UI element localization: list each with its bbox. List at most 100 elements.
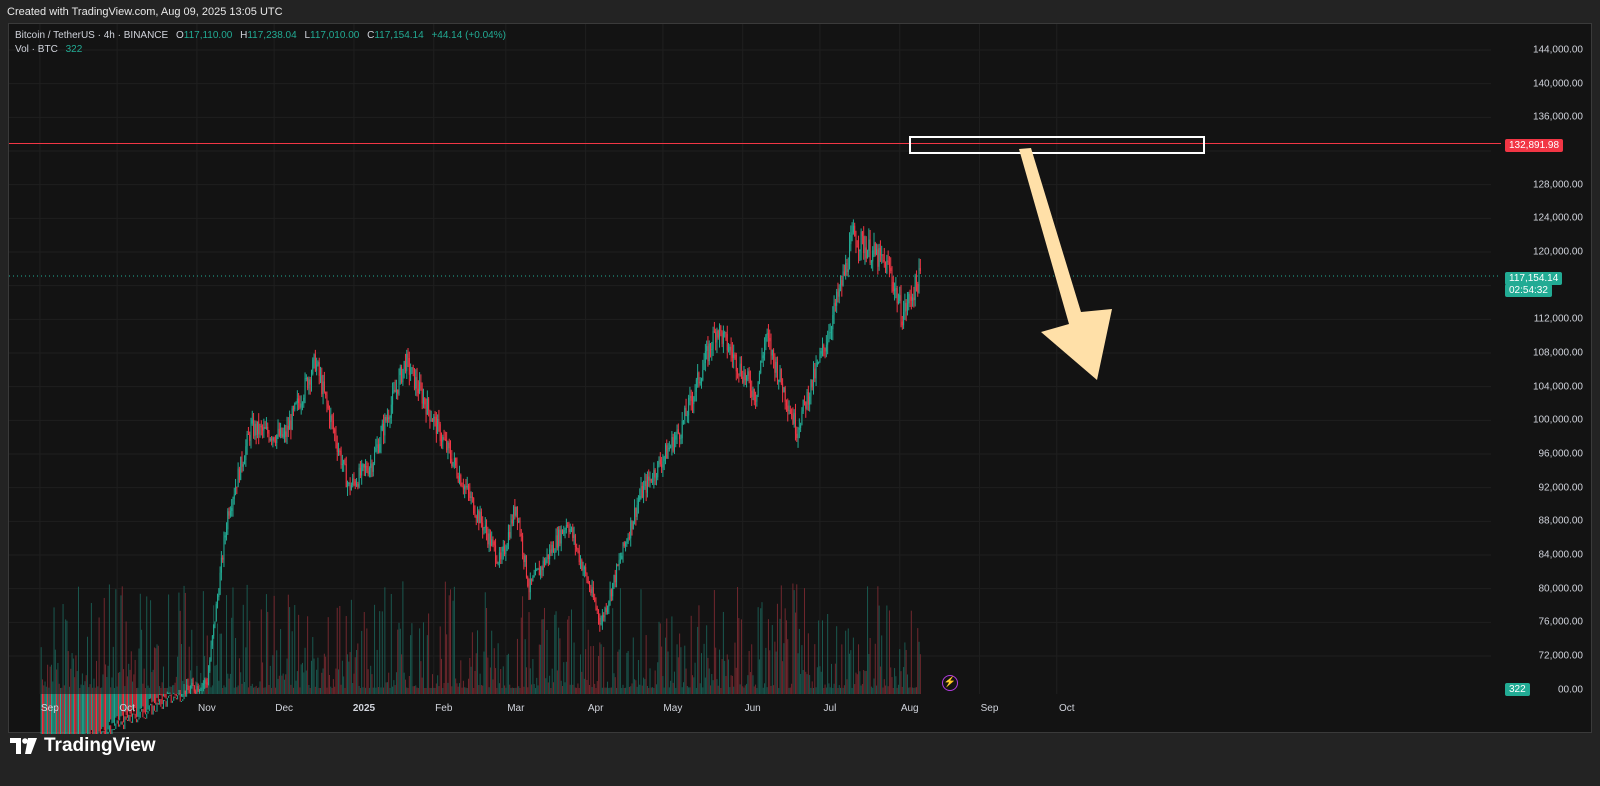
candle-body xyxy=(524,555,526,563)
volume-bar xyxy=(156,644,158,694)
candle-body xyxy=(399,367,401,376)
volume-legend[interactable]: Vol · BTC 322 xyxy=(15,44,87,55)
candle-body xyxy=(296,398,298,403)
high-value: 117,238.04 xyxy=(247,30,297,41)
candle-body xyxy=(452,461,454,466)
volume-bar xyxy=(108,584,110,694)
candle-body xyxy=(440,441,442,443)
volume-bar xyxy=(784,608,786,694)
candle-body xyxy=(232,498,234,508)
symbol-legend[interactable]: Bitcoin / TetherUS · 4h · BINANCE O117,1… xyxy=(15,30,511,41)
last-price-tag: 117,154.14 xyxy=(1505,272,1563,285)
candle-body xyxy=(892,282,894,292)
candle-body xyxy=(433,416,435,422)
volume-bar xyxy=(744,685,746,694)
candle-body xyxy=(912,297,914,301)
volume-bar xyxy=(184,592,186,694)
candle-body xyxy=(573,535,575,538)
lightning-icon[interactable]: ⚡ xyxy=(942,675,958,691)
candle-body xyxy=(744,372,746,381)
candle-body xyxy=(438,418,440,425)
volume-bar xyxy=(87,636,89,694)
volume-bar xyxy=(148,687,150,694)
volume-bar xyxy=(686,686,688,694)
candle-body xyxy=(731,352,733,358)
candle-body xyxy=(886,260,888,273)
candle-body xyxy=(843,271,845,276)
candle-body xyxy=(590,589,592,593)
candle-body xyxy=(219,572,221,595)
volume-bar xyxy=(903,667,905,694)
candle-body xyxy=(327,403,329,409)
candle-body xyxy=(770,341,772,356)
close-label: C xyxy=(367,30,375,41)
candle-body xyxy=(829,332,831,334)
volume-bar xyxy=(900,671,902,694)
volume-bar xyxy=(858,644,860,694)
candle-body xyxy=(540,567,542,576)
volume-bar xyxy=(200,673,202,694)
volume-bar xyxy=(187,687,189,694)
candle-body xyxy=(362,464,364,466)
candle-body xyxy=(664,445,666,457)
candle-body xyxy=(319,375,321,377)
candle-body xyxy=(233,494,235,499)
candle-body xyxy=(903,312,905,326)
candle-body xyxy=(818,361,820,363)
volume-bar xyxy=(855,672,857,694)
candle-body xyxy=(450,448,452,459)
volume-bar xyxy=(103,597,105,694)
candle-body xyxy=(125,716,127,720)
volume-label[interactable]: Vol · BTC xyxy=(15,44,58,55)
candle-body xyxy=(434,416,436,418)
volume-bar xyxy=(644,679,646,694)
price-axis-label: 124,000.00 xyxy=(1532,212,1583,224)
volume-bar xyxy=(845,630,847,694)
candle-body xyxy=(684,407,686,421)
volume-bar xyxy=(210,687,212,694)
candle-body xyxy=(574,535,576,547)
candle-body xyxy=(330,415,332,423)
candle-body xyxy=(406,353,408,372)
volume-bar xyxy=(605,687,607,694)
candle-body xyxy=(195,691,197,694)
volume-bar xyxy=(408,676,410,694)
volume-bar xyxy=(881,635,883,694)
candle-body xyxy=(516,506,518,522)
volume-bar xyxy=(529,668,531,694)
volume-bar xyxy=(155,648,157,694)
candle-body xyxy=(177,695,179,700)
price-axis-label: 96,000.00 xyxy=(1538,448,1584,460)
candle-body xyxy=(816,362,818,365)
volume-bar xyxy=(126,676,128,694)
candle-body xyxy=(757,381,759,396)
volume-bar xyxy=(450,589,452,694)
volume-bar xyxy=(313,658,315,694)
candle-body xyxy=(162,700,164,709)
volume-bar xyxy=(265,594,267,694)
candle-body xyxy=(335,432,337,444)
volume-bar xyxy=(356,649,358,694)
candle-body xyxy=(435,416,437,434)
candle-body xyxy=(213,624,215,636)
symbol-name[interactable]: Bitcoin / TetherUS · 4h · BINANCE xyxy=(15,30,169,41)
candle-body xyxy=(397,389,399,394)
volume-bar xyxy=(546,629,548,694)
candle-body xyxy=(448,442,450,449)
volume-bar xyxy=(585,649,587,694)
chart-pane[interactable]: Bitcoin / TetherUS · 4h · BINANCE O117,1… xyxy=(8,23,1593,734)
price-chart[interactable] xyxy=(9,24,1593,734)
volume-bar xyxy=(851,687,853,694)
candle-body xyxy=(872,250,874,262)
volume-bar xyxy=(746,683,748,694)
volume-bar xyxy=(666,618,668,694)
volume-bar xyxy=(865,670,867,694)
candle-body xyxy=(828,333,830,342)
volume-bar xyxy=(142,683,144,694)
volume-bar xyxy=(447,682,449,694)
volume-bar xyxy=(525,667,527,694)
candle-body xyxy=(876,249,878,255)
candle-body xyxy=(475,516,477,519)
candle-body xyxy=(689,395,691,398)
candle-body xyxy=(577,548,579,551)
